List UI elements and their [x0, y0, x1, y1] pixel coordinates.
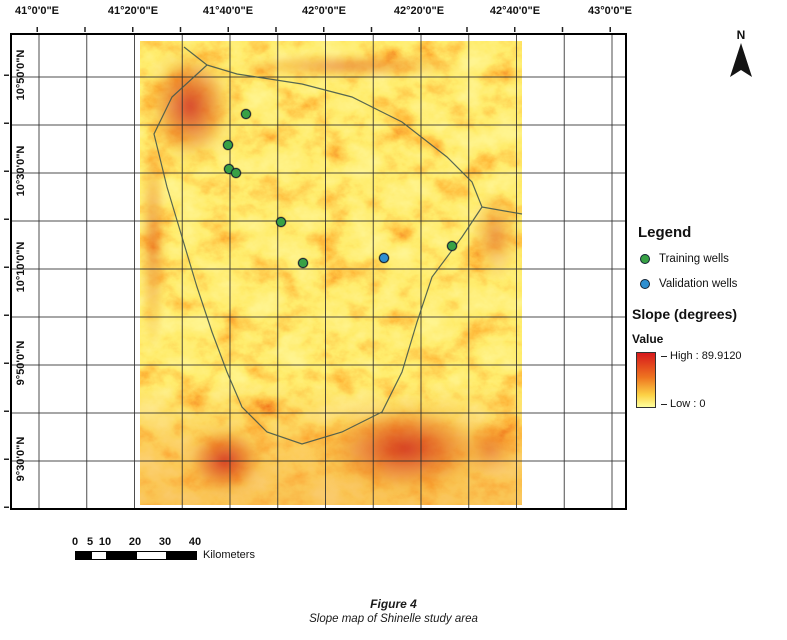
scale-number: 10	[98, 536, 112, 548]
left-tick-strip	[4, 33, 9, 510]
ramp-low-label: Low : 0	[661, 398, 742, 410]
legend-item-training: Training wells	[630, 253, 787, 265]
slope-hotspot	[180, 421, 270, 501]
longitude-label: 41°40'0"E	[202, 5, 254, 17]
color-ramp-row: High : 89.9120 Low : 0	[636, 350, 787, 410]
scale-bar-row: Kilometers	[75, 549, 255, 561]
validation-well-dot-icon	[640, 279, 650, 289]
value-label: Value	[632, 332, 664, 346]
scale-number: 5	[86, 536, 94, 548]
latitude-label-text: 10°30'0"N	[15, 145, 27, 197]
latitude-label-text: 9°30'0"N	[15, 436, 27, 482]
latitude-label-text: 10°10'0"N	[15, 241, 27, 293]
scale-number: 20	[128, 536, 142, 548]
scale-bar: 0 5 10 20 30 40 Kilometers	[71, 536, 335, 561]
slope-hotspot	[460, 421, 520, 476]
legend-panel: Legend Training wells Validation wells S…	[630, 224, 787, 410]
scale-segment	[136, 551, 166, 559]
top-tick-strip	[10, 27, 627, 32]
scale-number: 0	[71, 536, 79, 548]
slope-legend-title: Slope (degrees)	[632, 306, 738, 322]
color-ramp-labels: High : 89.9120 Low : 0	[661, 350, 742, 410]
slope-raster	[140, 41, 522, 505]
scale-unit-label: Kilometers	[203, 549, 255, 561]
ramp-tick-icon	[661, 355, 667, 357]
longitude-label: 43°0'0"E	[587, 5, 633, 17]
legend-item-label: Validation wells	[659, 278, 738, 290]
scale-number: 40	[188, 536, 202, 548]
north-label: N	[736, 28, 746, 42]
longitude-label: 42°20'0"E	[393, 5, 445, 17]
scale-number: 30	[158, 536, 172, 548]
slope-hotspot	[470, 191, 520, 281]
scale-bar-graphic	[75, 550, 197, 560]
map-frame	[10, 33, 627, 510]
longitude-label: 42°40'0"E	[489, 5, 541, 17]
legend-title: Legend	[638, 224, 692, 241]
color-ramp	[636, 352, 656, 408]
slope-hotspot	[140, 131, 166, 351]
longitude-label: 41°20'0"E	[107, 5, 159, 17]
scale-segment	[166, 551, 196, 559]
scale-segment	[91, 551, 106, 559]
scale-segment	[76, 551, 91, 559]
ramp-high-label: High : 89.9120	[661, 350, 742, 362]
legend-item-label: Training wells	[659, 253, 729, 265]
ramp-low-text: Low : 0	[670, 398, 706, 410]
caption-subtitle: Slope map of Shinelle study area	[309, 613, 478, 625]
training-well-dot-icon	[640, 254, 650, 264]
legend-item-validation: Validation wells	[630, 278, 787, 290]
caption-title: Figure 4	[370, 597, 417, 611]
north-arrow-icon	[730, 43, 752, 77]
figure-caption: Figure 4 Slope map of Shinelle study are…	[0, 597, 787, 625]
longitude-label: 42°0'0"E	[301, 5, 347, 17]
scale-segment	[106, 551, 136, 559]
ramp-tick-icon	[661, 403, 667, 405]
north-arrow: N	[726, 28, 756, 82]
latitude-label-text: 10°50'0"N	[15, 49, 27, 101]
slope-hotspot	[235, 53, 465, 79]
longitude-label: 41°0'0"E	[14, 5, 60, 17]
latitude-label-text: 9°50'0"N	[15, 340, 27, 386]
ramp-high-text: High : 89.9120	[670, 350, 742, 362]
